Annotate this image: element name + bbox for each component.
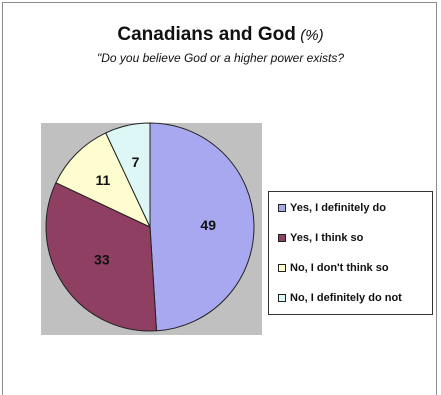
legend-item-definitely-not: No, I definitely do not: [278, 292, 402, 304]
legend-item-definitely-do: Yes, I definitely do: [278, 202, 386, 214]
slice-value-label: 49: [200, 217, 216, 233]
chart-title-unit: (%): [300, 27, 324, 44]
legend-label: Yes, I think so: [290, 232, 364, 244]
legend: Yes, I definitely do Yes, I think so No,…: [268, 191, 433, 315]
slice-value-label: 33: [94, 252, 110, 268]
legend-item-think-so: Yes, I think so: [278, 232, 363, 244]
legend-swatch: [278, 204, 286, 212]
chart-title-text: Canadians and God: [117, 24, 296, 45]
chart-subtitle: "Do you believe God or a higher power ex…: [96, 51, 345, 65]
legend-label: No, I don't think so: [290, 262, 389, 274]
legend-label: No, I definitely do not: [290, 292, 402, 304]
slice-value-label: 7: [132, 154, 140, 170]
pie-slice: [149, 122, 255, 332]
legend-item-dont-think-so: No, I don't think so: [278, 262, 389, 274]
pie-slice: [55, 132, 152, 229]
legend-label: Yes, I definitely do: [290, 202, 386, 214]
pie-slice: [105, 122, 151, 228]
legend-swatch: [278, 234, 286, 242]
pie-slice: [45, 182, 158, 332]
slice-value-label: 11: [96, 172, 111, 188]
legend-swatch: [278, 264, 286, 272]
legend-swatch: [278, 294, 286, 302]
chart-title: Canadians and God (%): [0, 24, 441, 46]
